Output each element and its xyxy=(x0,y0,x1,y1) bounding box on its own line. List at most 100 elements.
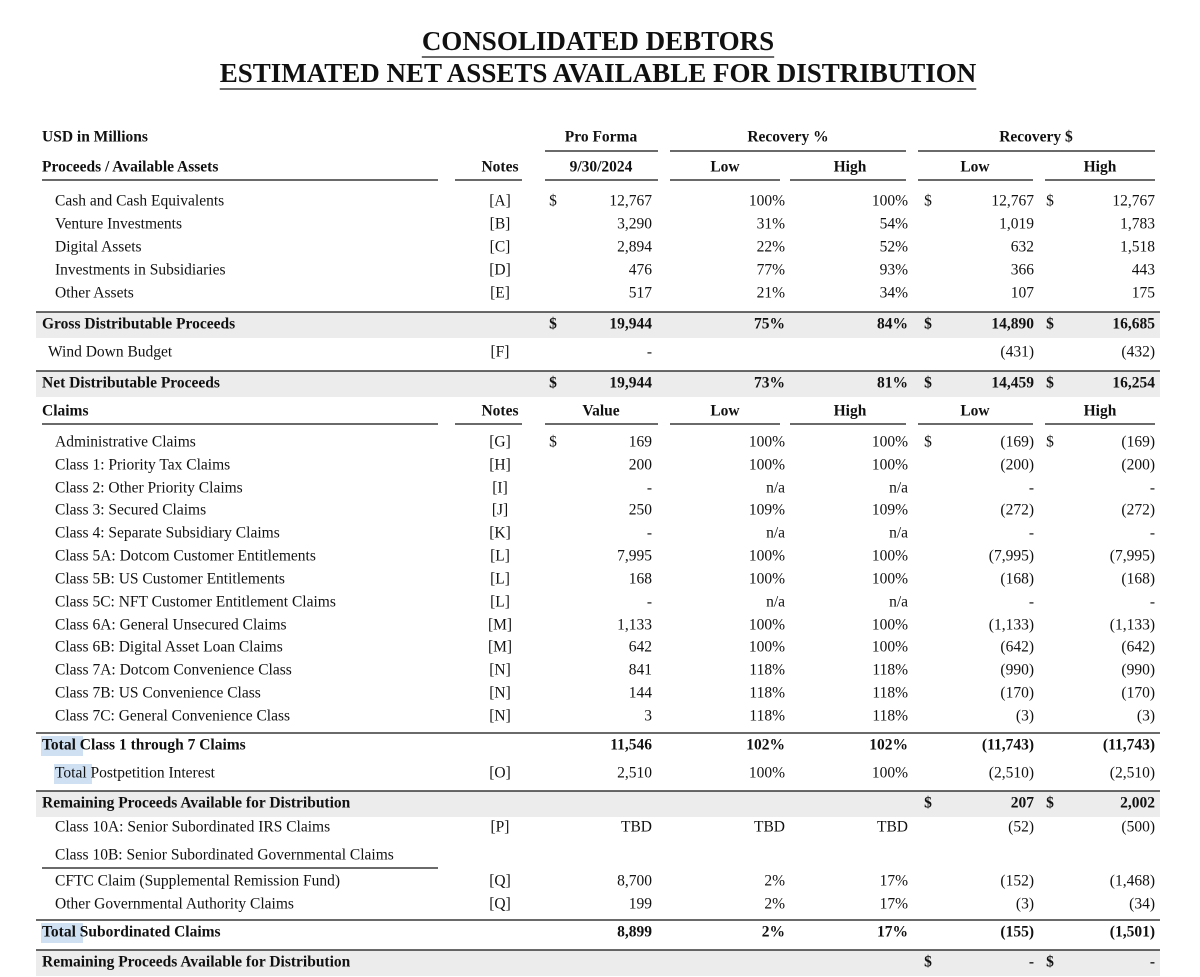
cell: 14,459 xyxy=(991,375,1034,392)
row-label: Class 10B: Senior Subordinated Governmen… xyxy=(55,847,394,864)
cell: 109% xyxy=(872,502,908,519)
row-label: Class 6B: Digital Asset Loan Claims xyxy=(55,639,283,656)
row-label: Investments in Subsidiaries xyxy=(55,262,226,279)
cell: 118% xyxy=(872,708,908,725)
cell: - xyxy=(647,525,652,542)
cell: (7,995) xyxy=(989,548,1034,565)
cell: [Q] xyxy=(489,896,511,913)
cell: (169) xyxy=(1000,434,1034,451)
cell: 2% xyxy=(764,873,785,890)
cell: (2,510) xyxy=(989,765,1034,782)
row-label: Class 7C: General Convenience Class xyxy=(55,708,290,725)
cell: $ xyxy=(549,434,557,451)
cell: (1,133) xyxy=(1110,617,1155,634)
cell: $ xyxy=(924,193,932,210)
cell: 109% xyxy=(749,502,785,519)
cell: - xyxy=(647,594,652,611)
cell: [F] xyxy=(491,344,510,361)
cell: 841 xyxy=(629,662,652,679)
cell: [A] xyxy=(489,193,511,210)
cell: n/a xyxy=(766,480,785,497)
cell: (169) xyxy=(1121,434,1155,451)
cell: 102% xyxy=(746,737,785,754)
cell: (1,501) xyxy=(1110,924,1155,941)
row-label: Class 6A: General Unsecured Claims xyxy=(55,617,287,634)
cell: 19,944 xyxy=(609,316,652,333)
cell: n/a xyxy=(889,480,908,497)
cell: [B] xyxy=(490,216,511,233)
cell: (272) xyxy=(1121,502,1155,519)
cell: 102% xyxy=(869,737,908,754)
cell: 100% xyxy=(749,617,785,634)
cell: 75% xyxy=(754,316,785,333)
cell: 100% xyxy=(749,765,785,782)
cell: (170) xyxy=(1121,685,1155,702)
column-group: Recovery % xyxy=(747,129,828,146)
cell: 34% xyxy=(880,285,909,302)
cell: 100% xyxy=(749,457,785,474)
cell: n/a xyxy=(766,594,785,611)
highlight xyxy=(41,923,83,943)
cell: High xyxy=(834,403,867,420)
cell: 107 xyxy=(1011,285,1035,302)
cell: 8,899 xyxy=(617,924,652,941)
row-label: Other Governmental Authority Claims xyxy=(55,896,294,913)
row-label: Digital Assets xyxy=(55,239,142,256)
cell: 2% xyxy=(762,924,785,941)
cell: - xyxy=(647,344,652,361)
cell: $ xyxy=(924,954,932,971)
row-label: Venture Investments xyxy=(55,216,182,233)
cell: $ xyxy=(1046,954,1054,971)
row-label: Cash and Cash Equivalents xyxy=(55,193,224,210)
cell: (200) xyxy=(1000,457,1034,474)
row-label: Total Subordinated Claims xyxy=(42,924,221,941)
cell: (11,743) xyxy=(1103,737,1155,754)
row-label: Class 4: Separate Subsidiary Claims xyxy=(55,525,280,542)
cell: [H] xyxy=(489,457,511,474)
cell: Low xyxy=(960,159,990,176)
row-label: Class 10A: Senior Subordinated IRS Claim… xyxy=(55,819,330,836)
cell: 17% xyxy=(880,873,909,890)
cell: 100% xyxy=(749,193,785,210)
cell: 84% xyxy=(877,316,908,333)
row-label: Total Postpetition Interest xyxy=(55,765,216,782)
column-group: Recovery $ xyxy=(999,129,1073,146)
cell: 100% xyxy=(872,548,908,565)
cell: (431) xyxy=(1000,344,1034,361)
cell: 12,767 xyxy=(609,193,652,210)
cell: $ xyxy=(924,795,932,812)
row-label: Class 5B: US Customer Entitlements xyxy=(55,571,285,588)
cell: 73% xyxy=(754,375,785,392)
cell: [L] xyxy=(490,571,510,588)
cell: (272) xyxy=(1000,502,1034,519)
cell: 100% xyxy=(749,571,785,588)
cell: 54% xyxy=(880,216,909,233)
cell: Value xyxy=(582,403,619,420)
cell: High xyxy=(1084,403,1117,420)
cell: (2,510) xyxy=(1110,765,1155,782)
cell: 1,783 xyxy=(1120,216,1155,233)
cell: 642 xyxy=(629,639,652,656)
cell: 144 xyxy=(629,685,653,702)
cell: (7,995) xyxy=(1110,548,1155,565)
cell: - xyxy=(1150,480,1155,497)
cell: (52) xyxy=(1008,819,1034,836)
cell: 199 xyxy=(629,896,653,913)
cell: 207 xyxy=(1011,795,1035,812)
column-group: Pro Forma xyxy=(565,129,638,146)
cell: 100% xyxy=(872,617,908,634)
row-shade xyxy=(36,312,1160,338)
cell: 77% xyxy=(757,262,786,279)
cell: 168 xyxy=(629,571,653,588)
cell: 632 xyxy=(1011,239,1034,256)
cell: 517 xyxy=(629,285,653,302)
row-label: Class 5C: NFT Customer Entitlement Claim… xyxy=(55,594,336,611)
cell: 250 xyxy=(629,502,653,519)
cell: $ xyxy=(1046,316,1054,333)
cell: (11,743) xyxy=(982,737,1034,754)
cell: (990) xyxy=(1121,662,1155,679)
cell: Low xyxy=(960,403,990,420)
cell: 81% xyxy=(877,375,908,392)
cell: 2,894 xyxy=(617,239,652,256)
